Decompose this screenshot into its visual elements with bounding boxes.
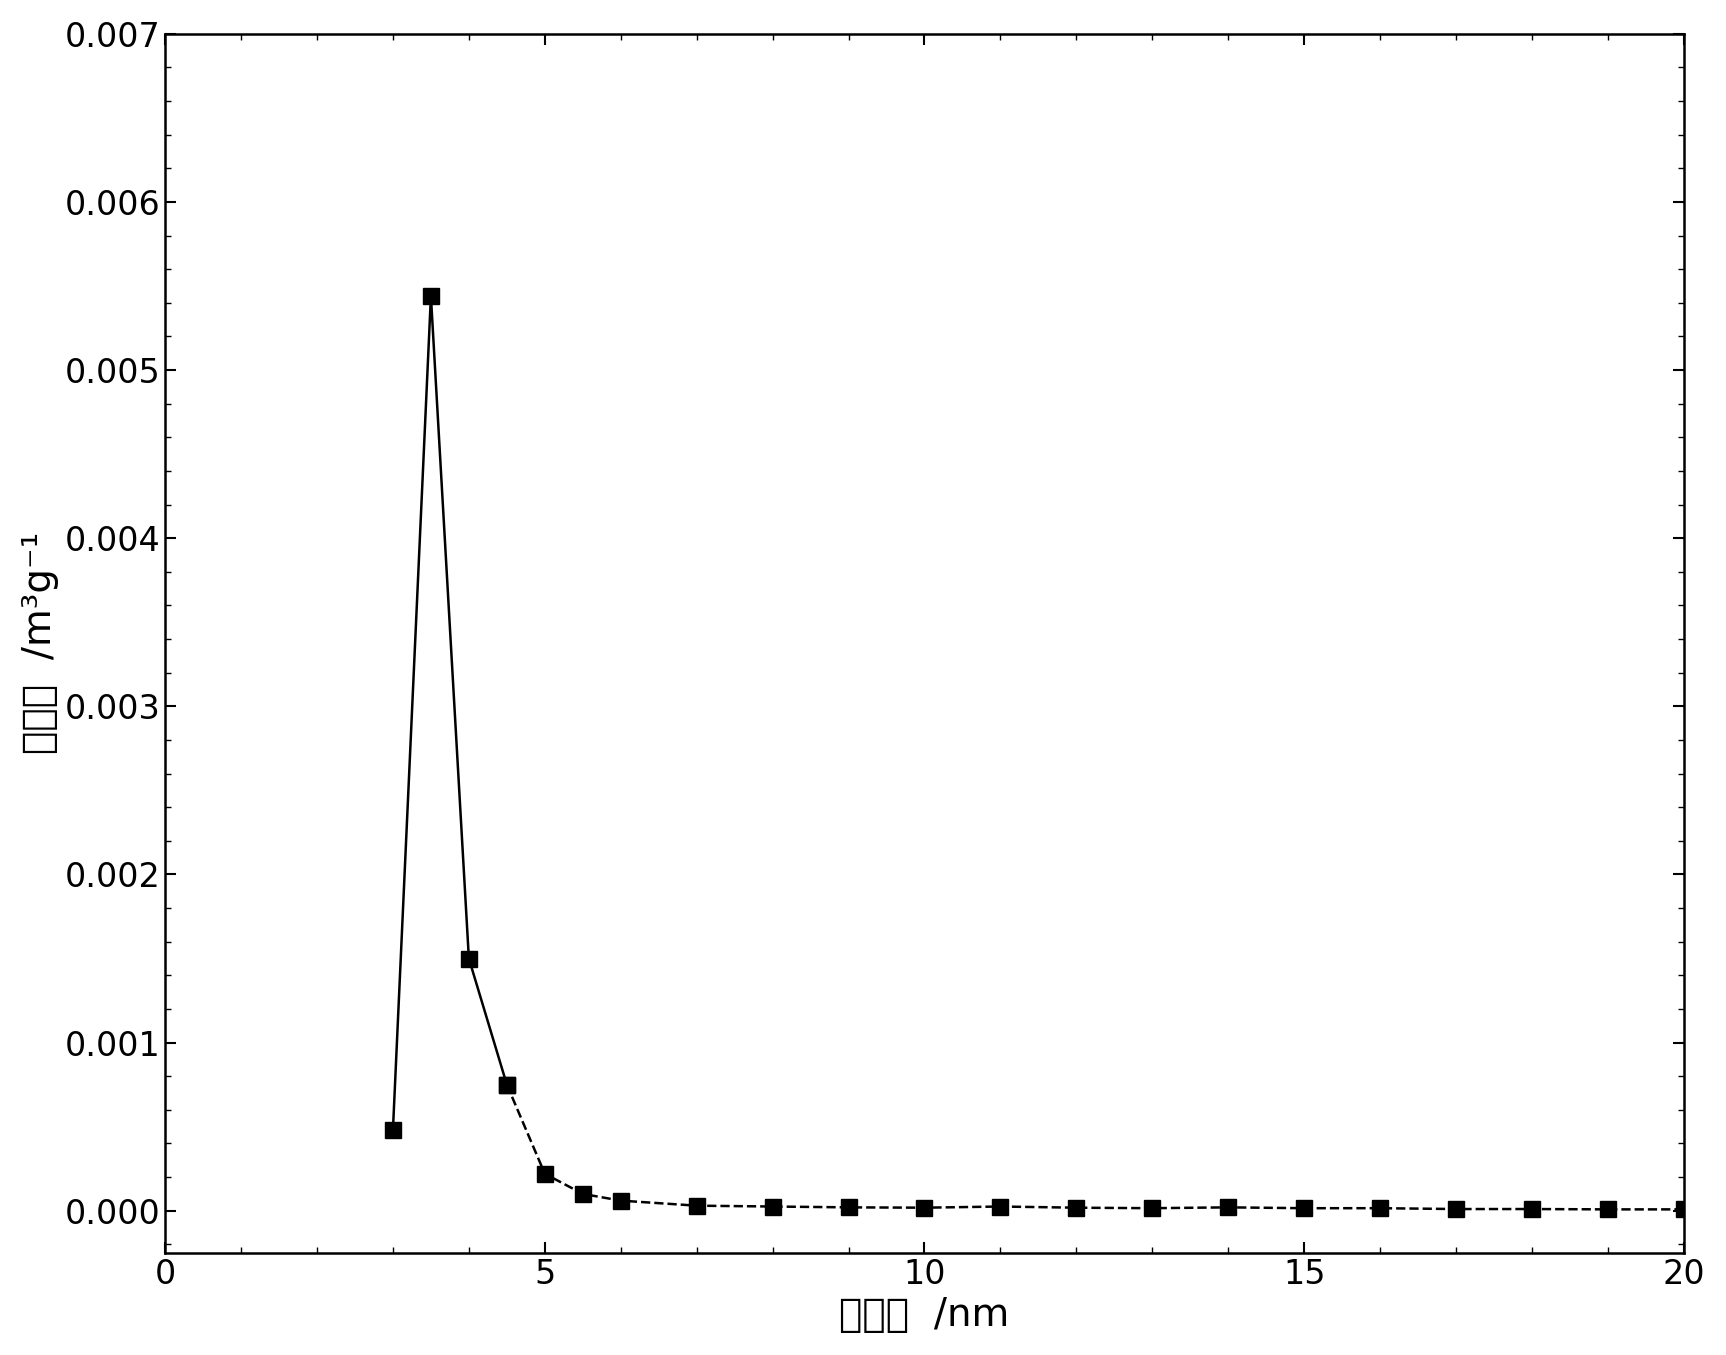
X-axis label: 孔直径  /nm: 孔直径 /nm (839, 1297, 1010, 1335)
Y-axis label: 孔体积  /m³g⁻¹: 孔体积 /m³g⁻¹ (21, 533, 59, 755)
